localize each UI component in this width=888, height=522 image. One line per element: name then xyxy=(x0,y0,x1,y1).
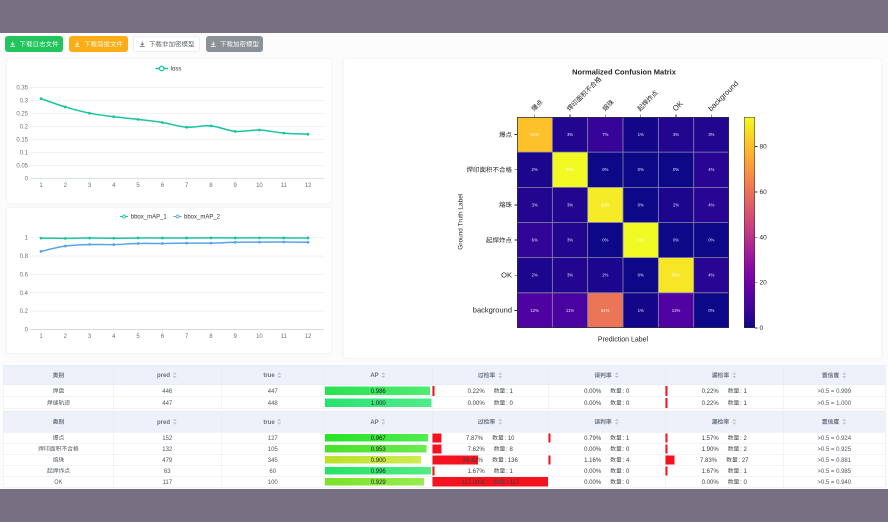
svg-text:2: 2 xyxy=(64,183,68,189)
svg-text:4: 4 xyxy=(112,183,116,189)
svg-text:1: 1 xyxy=(39,183,43,189)
svg-text:1: 1 xyxy=(25,236,29,242)
svg-text:11: 11 xyxy=(281,183,288,189)
svg-text:10: 10 xyxy=(256,334,263,340)
svg-text:0.2: 0.2 xyxy=(20,309,29,315)
svg-text:12: 12 xyxy=(305,183,312,189)
svg-text:0.05: 0.05 xyxy=(16,163,28,169)
svg-text:11: 11 xyxy=(281,334,288,340)
svg-text:1: 1 xyxy=(39,334,43,340)
svg-text:7: 7 xyxy=(185,334,189,340)
svg-text:0.4: 0.4 xyxy=(20,291,29,297)
svg-text:5: 5 xyxy=(136,334,140,340)
svg-text:2: 2 xyxy=(64,334,68,340)
svg-text:3: 3 xyxy=(88,334,92,340)
svg-text:4: 4 xyxy=(112,334,116,340)
svg-text:0.2: 0.2 xyxy=(20,124,29,130)
svg-text:0.25: 0.25 xyxy=(16,111,28,117)
svg-text:12: 12 xyxy=(305,334,312,340)
svg-text:3: 3 xyxy=(88,183,92,189)
svg-text:7: 7 xyxy=(185,183,189,189)
svg-text:9: 9 xyxy=(234,183,238,189)
svg-text:9: 9 xyxy=(234,334,238,340)
svg-text:6: 6 xyxy=(161,183,165,189)
svg-text:5: 5 xyxy=(136,183,140,189)
svg-text:0: 0 xyxy=(25,328,29,334)
svg-text:0.8: 0.8 xyxy=(20,254,29,260)
svg-text:10: 10 xyxy=(256,183,263,189)
svg-text:0.1: 0.1 xyxy=(20,150,29,156)
svg-text:8: 8 xyxy=(209,334,213,340)
svg-text:6: 6 xyxy=(161,334,165,340)
svg-text:0.3: 0.3 xyxy=(20,99,29,105)
svg-text:0.15: 0.15 xyxy=(16,137,28,143)
svg-text:0: 0 xyxy=(25,176,29,182)
svg-text:8: 8 xyxy=(209,183,213,189)
svg-text:0.35: 0.35 xyxy=(16,86,28,92)
svg-text:0.6: 0.6 xyxy=(20,272,29,278)
